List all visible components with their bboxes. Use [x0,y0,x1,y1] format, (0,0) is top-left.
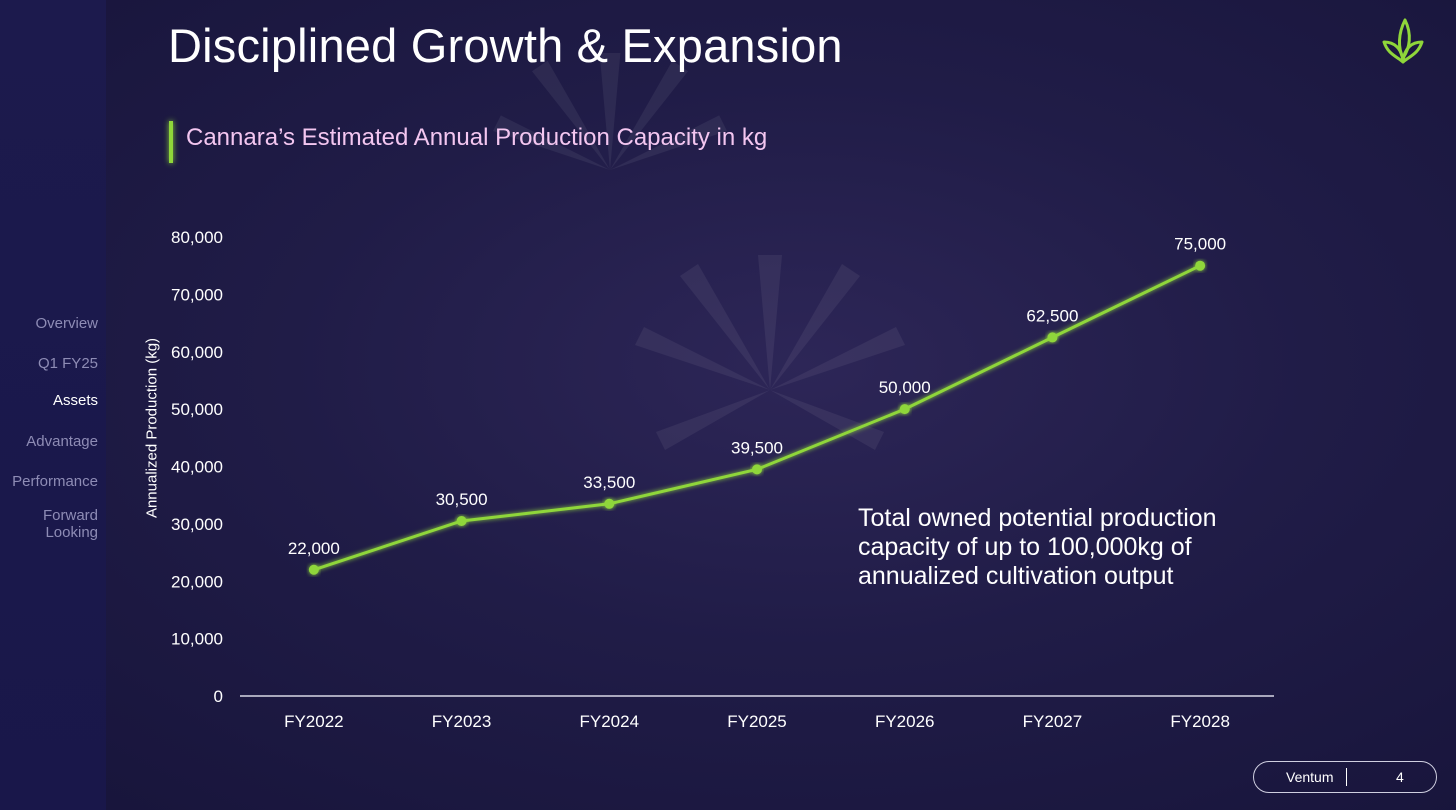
data-point [1047,332,1058,343]
callout-text: Total owned potential production capacit… [858,504,1217,590]
data-label: 30,500 [436,490,488,509]
data-label: 22,000 [288,539,340,558]
x-tick-label: FY2026 [875,712,935,731]
sidebar-item-q1-fy25[interactable]: Q1 FY25 [37,355,98,372]
chart-title: Cannara’s Estimated Annual Production Ca… [186,124,768,151]
x-tick-label: FY2028 [1170,712,1230,731]
sidebar-item-advantage[interactable]: Advantage [26,433,98,450]
page-number: 4 [1396,769,1404,785]
sidebar-item-assets[interactable]: Assets [52,392,98,409]
y-tick-label: 30,000 [171,515,223,534]
sidebar-item-forward-looking[interactable]: Forward Looking [42,507,98,541]
data-label: 75,000 [1174,235,1226,254]
x-tick-label: FY2022 [284,712,344,731]
x-tick-label: FY2023 [432,712,492,731]
y-tick-label: 0 [214,687,223,706]
data-label: 50,000 [879,378,931,397]
footer-brand: Ventum [1286,769,1334,785]
page-title: Disciplined Growth & Expansion [168,19,843,72]
background-leaf-graphic [635,255,905,450]
y-tick-label: 80,000 [171,228,223,247]
data-point [456,516,467,527]
data-label: 62,500 [1026,306,1078,325]
subtitle-accent-bar [169,121,173,163]
data-point [752,464,762,475]
data-point [308,564,319,575]
x-tick-label: FY2027 [1023,712,1083,731]
data-point [899,404,910,415]
y-tick-label: 60,000 [171,343,223,362]
data-label: 39,500 [731,438,783,457]
y-tick-label: 40,000 [171,458,223,477]
x-tick-label: FY2024 [580,712,640,731]
data-point [1195,260,1206,271]
sidebar-item-performance[interactable]: Performance [12,473,98,490]
data-label: 33,500 [583,473,635,492]
background-leaf-graphic [493,53,727,170]
y-tick-label: 10,000 [171,630,223,649]
x-tick-label: FY2025 [727,712,787,731]
y-tick-label: 50,000 [171,400,223,419]
footer-badge: Ventum 4 [1253,761,1437,793]
sidebar-item-overview[interactable]: Overview [35,315,98,332]
sidebar: Overview Q1 FY25 Assets Advantage Perfor… [0,0,106,810]
y-tick-label: 20,000 [171,572,223,591]
y-tick-label: 70,000 [171,285,223,304]
leaf-sprout-icon [1382,18,1424,64]
footer-divider [1346,768,1347,786]
data-point [604,498,615,509]
